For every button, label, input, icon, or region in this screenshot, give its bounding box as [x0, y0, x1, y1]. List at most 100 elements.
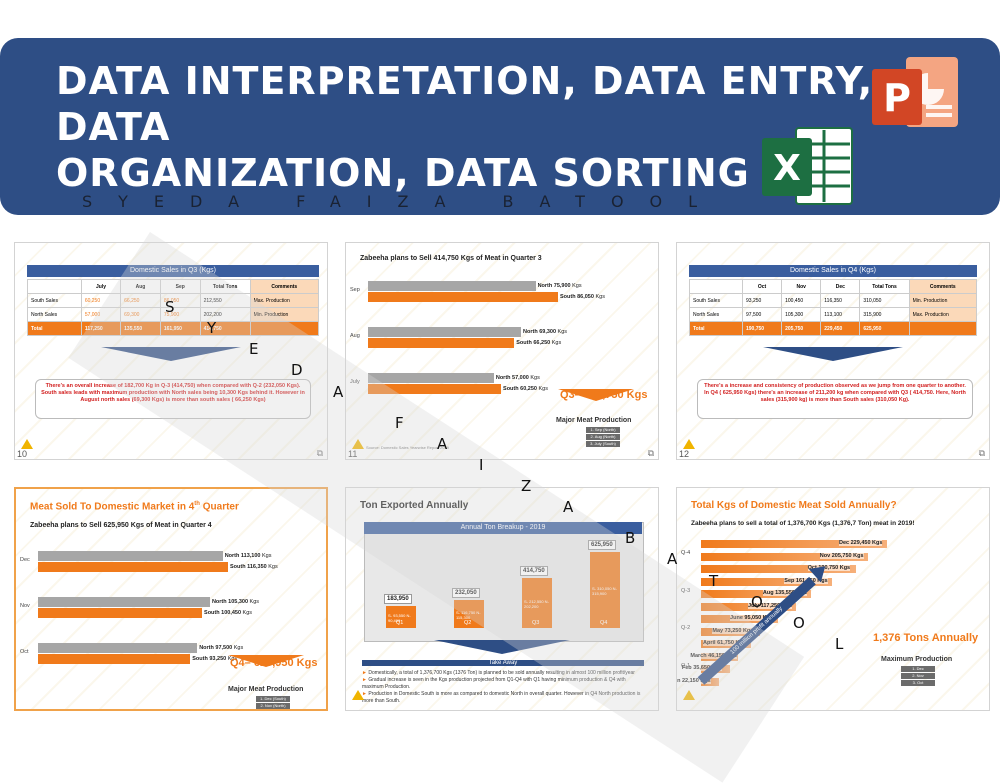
cell: 135,550 — [120, 321, 161, 336]
column-total-label: 625,950 — [588, 540, 616, 550]
sheet-header: Domestic Sales in Q4 (Kgs) — [689, 265, 977, 277]
cell: 212,550 — [199, 293, 251, 308]
ranking-item: 3. Oct — [901, 680, 935, 686]
month-bar — [701, 590, 811, 598]
slide-comment-icon[interactable]: ⧉ — [647, 448, 654, 458]
watermark-letter: T — [709, 571, 719, 590]
row-label: South Sales — [689, 293, 743, 308]
excel-icon: X — [762, 127, 853, 205]
slide-title-text: Meat Sold To Domestic Market in 4 — [30, 501, 195, 513]
takeaway-item: ► Production in Domestic South is more a… — [362, 691, 641, 704]
major-production-label: Major Meat Production — [556, 417, 632, 424]
total-label: Q3– 414,750 Kgs — [560, 389, 648, 401]
col-header — [27, 279, 82, 294]
company-logo-icon — [352, 439, 364, 449]
down-arrow-shape — [101, 347, 241, 361]
slide-number: 11 — [348, 449, 358, 459]
bar-south — [368, 384, 502, 394]
month-bar — [701, 552, 868, 561]
insight-note: There's a increase and consistency of pr… — [697, 379, 973, 419]
bar-south — [38, 608, 203, 618]
cell: 105,300 — [781, 307, 822, 322]
slide-thumbnail-11[interactable]: Zabeeha plans to Sell 414,750 Kgs of Mea… — [345, 242, 659, 460]
slide-comment-icon[interactable]: ⧉ — [316, 448, 323, 458]
ranking-item: 1. Dec (South) — [256, 696, 290, 702]
table-row: North Sales 57,000 69,300 75,900 202,200… — [27, 307, 320, 322]
watermark-letter: A — [667, 550, 678, 569]
major-production-label: Major Meat Production — [228, 686, 304, 693]
slide-title-end: Quarter — [202, 501, 239, 513]
month-bar-label: Nov 205,750 Kgs — [819, 552, 864, 559]
cell: 161,950 — [159, 321, 201, 336]
slide-background — [346, 243, 658, 459]
slide-subtitle: Zabeeha plans to Sell 625,950 Kgs of Mea… — [30, 522, 212, 529]
slide-thumbnail-14[interactable]: Ton Exported Annually Annual Ton Breakup… — [345, 487, 659, 711]
slide-thumbnail-10[interactable]: Domestic Sales in Q3 (Kgs) July Aug Sep … — [14, 242, 328, 460]
banner-title-line1: DATA INTERPRETATION, DATA ENTRY, DATA — [56, 59, 874, 149]
bar-south — [38, 562, 228, 572]
cell: 69,300 — [120, 307, 161, 322]
month-bar-label: Oct 190,750 Kgs — [807, 565, 851, 571]
month-label: July — [350, 379, 360, 385]
slide-title-sup: th — [194, 501, 200, 507]
cell: 93,250 — [741, 293, 783, 308]
col-header: Total Tons — [859, 279, 910, 294]
slide-comment-icon[interactable]: ⧉ — [978, 448, 985, 458]
takeaway-text: Domestically, a total of 1,376,700 Kgs (… — [368, 670, 635, 676]
watermark-letter: O — [751, 592, 763, 611]
watermark-letter: E — [249, 340, 259, 359]
powerpoint-icon: P — [872, 57, 958, 127]
watermark-letter: A — [333, 382, 344, 401]
banner-title-line2: ORGANIZATION, DATA SORTING — [56, 151, 750, 195]
month-bar — [701, 565, 856, 573]
slide-title: Ton Exported Annually — [360, 500, 469, 511]
bar-label-north: North 113,100 Kgs — [224, 553, 272, 559]
major-production-label: Maximum Production — [881, 656, 953, 663]
slide-thumbnail-13[interactable]: Meat Sold To Domestic Market in 4th Quar… — [14, 487, 328, 711]
month-label: Dec — [20, 557, 30, 563]
month-bar-label: April 61,750 Kgs — [703, 640, 746, 646]
row-label: Total — [689, 321, 743, 336]
month-label: Nov — [20, 603, 30, 609]
ranking-item: 2. Nov — [901, 673, 935, 679]
takeaway-item: ► Domestically, a total of 1,376,700 Kgs… — [362, 670, 635, 676]
takeaway-list: ► Domestically, a total of 1,376,700 Kgs… — [362, 670, 644, 705]
month-label: Oct — [20, 649, 29, 655]
takeaway-header: Take Away — [362, 660, 644, 666]
cell: 60,250 — [80, 293, 122, 308]
cell: 229,450 — [820, 321, 861, 336]
slide-thumbnail-12[interactable]: Domestic Sales in Q4 (Kgs) Oct Nov Dec T… — [676, 242, 990, 460]
watermark-letter: Y — [207, 319, 217, 338]
comment-cell: Min. Production — [249, 307, 320, 322]
bar-label-south: South 116,350 Kgs — [230, 564, 278, 570]
banner-author: SYEDA FAIZA BATOOL — [82, 192, 724, 211]
cell: 414,750 — [199, 321, 251, 336]
ranking-item: 3. July (South) — [586, 441, 620, 447]
watermark-letter: A — [437, 434, 448, 453]
cell: 57,000 — [80, 307, 122, 322]
bar-label-south: South 60,250 Kgs — [503, 386, 548, 392]
month-bar-label: Jan 22,150 Kgs — [677, 677, 711, 684]
month-label: Aug — [350, 333, 360, 339]
table-row-total: Total 190,750 205,750 229,450 625,950 — [689, 321, 978, 336]
bar-label-south: South 66,250 Kgs — [516, 340, 562, 346]
bar-label-north: North 69,300 Kgs — [523, 329, 568, 335]
watermark-letter: L — [835, 635, 844, 653]
down-arrow-shape — [558, 389, 634, 401]
month-bar-label: May 73,250 Kgs — [712, 627, 754, 634]
sales-table-q4: Oct Nov Dec Total Tons Comments South Sa… — [689, 279, 978, 336]
takeaway-text: Gradual increase is seen in the Kgs prod… — [362, 677, 626, 690]
quarter-label: Q-1 — [681, 662, 691, 669]
col-header: Aug — [120, 279, 161, 294]
row-label: North Sales — [689, 307, 743, 322]
slide-thumbnail-15[interactable]: Total Kgs of Domestic Meat Sold Annually… — [676, 487, 990, 711]
watermark-letter: O — [793, 613, 805, 632]
cell: 116,350 — [820, 293, 861, 308]
watermark-letter: Z — [521, 477, 532, 496]
table-row: South Sales 93,250 100,450 116,350 310,0… — [689, 293, 978, 308]
month-bar-label: March 46,150 Kgs — [690, 652, 737, 659]
ranking-item: 1. Sep (North) — [586, 427, 620, 433]
ppt-letter: P — [883, 76, 911, 120]
column-category-label: Q3 — [532, 620, 540, 626]
chart-title: Annual Ton Breakup - 2019 — [364, 522, 642, 534]
